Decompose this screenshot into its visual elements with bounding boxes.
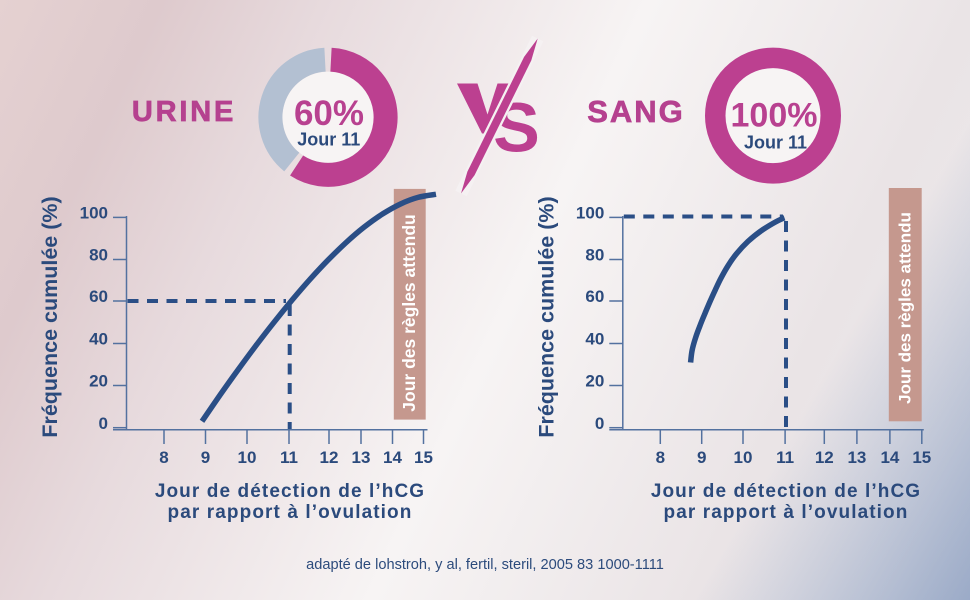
svg-text:13: 13	[352, 448, 371, 467]
svg-text:100: 100	[80, 204, 108, 223]
svg-text:Jour des règles attendu: Jour des règles attendu	[399, 214, 419, 411]
svg-text:Fréquence cumulée (%): Fréquence cumulée (%)	[534, 196, 558, 437]
svg-text:Jour 11: Jour 11	[297, 130, 360, 150]
svg-text:9: 9	[201, 448, 210, 467]
svg-text:Jour de détection de l’hCG: Jour de détection de l’hCG	[155, 481, 425, 502]
svg-text:60: 60	[89, 287, 108, 306]
svg-text:40: 40	[89, 330, 108, 349]
svg-text:adapté de lohstroh, y al, fert: adapté de lohstroh, y al, fertil, steril…	[306, 557, 664, 573]
svg-text:20: 20	[585, 372, 604, 391]
svg-text:URINE: URINE	[132, 96, 236, 128]
svg-text:par rapport à l’ovulation: par rapport à l’ovulation	[664, 502, 909, 523]
svg-text:100%: 100%	[731, 96, 818, 134]
svg-text:Jour de détection de l’hCG: Jour de détection de l’hCG	[651, 481, 921, 502]
svg-text:11: 11	[280, 448, 298, 467]
svg-text:SANG: SANG	[587, 94, 685, 129]
svg-text:12: 12	[815, 448, 834, 467]
svg-text:20: 20	[89, 372, 108, 391]
svg-text:8: 8	[656, 448, 665, 467]
svg-text:0: 0	[99, 414, 108, 433]
svg-text:Fréquence cumulée (%): Fréquence cumulée (%)	[38, 196, 62, 437]
svg-text:8: 8	[159, 448, 168, 467]
svg-text:14: 14	[880, 448, 899, 467]
svg-text:13: 13	[847, 448, 866, 467]
svg-text:12: 12	[320, 448, 339, 467]
svg-text:Jour 11: Jour 11	[744, 133, 807, 153]
svg-text:60: 60	[585, 287, 604, 306]
svg-text:80: 80	[585, 246, 604, 265]
svg-text:11: 11	[776, 448, 794, 467]
svg-text:10: 10	[238, 448, 257, 467]
svg-text:15: 15	[414, 448, 433, 467]
svg-text:100: 100	[576, 204, 604, 223]
svg-text:60%: 60%	[294, 94, 364, 133]
svg-text:14: 14	[383, 448, 402, 467]
svg-text:15: 15	[912, 448, 931, 467]
svg-text:9: 9	[697, 448, 706, 467]
svg-text:Jour des règles attendu: Jour des règles attendu	[895, 212, 914, 404]
svg-text:par rapport à l’ovulation: par rapport à l’ovulation	[168, 502, 413, 523]
svg-text:40: 40	[585, 330, 604, 349]
svg-text:80: 80	[89, 246, 108, 265]
svg-text:10: 10	[734, 448, 753, 467]
svg-text:0: 0	[595, 414, 604, 433]
